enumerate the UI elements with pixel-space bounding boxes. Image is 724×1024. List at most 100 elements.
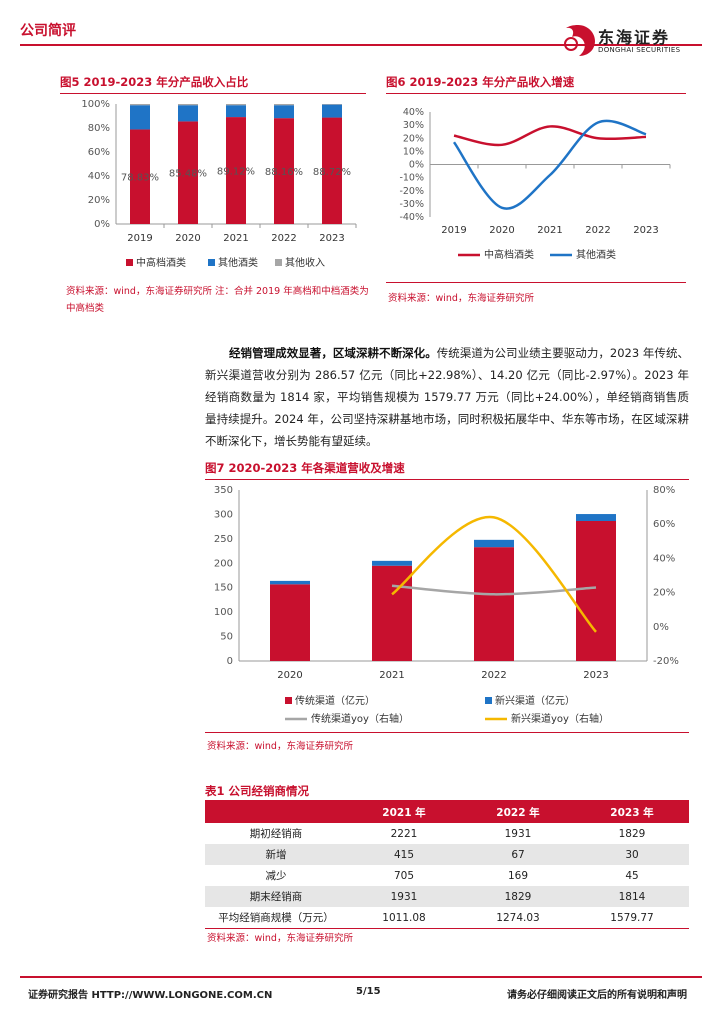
legend-label: 中高档酒类 <box>136 256 186 269</box>
table-cell: 1829 <box>618 827 646 840</box>
y-tick-label: 150 <box>214 583 233 594</box>
y-tick-label: 200 <box>214 558 233 569</box>
y-tick-label: 40% <box>88 171 110 182</box>
body-paragraph: 经销管理成效显著，区域深耕不断深化。传统渠道为公司业绩主要驱动力，2023 年传… <box>205 342 689 452</box>
bar-segment <box>322 104 342 105</box>
bar-segment <box>322 104 342 118</box>
x-tick-label: 2021 <box>223 233 248 244</box>
y-tick-label: 250 <box>214 534 233 545</box>
y-tick-label: -40% <box>399 212 424 223</box>
table1-bottom-rule <box>205 928 689 929</box>
y-tick-label: 40% <box>403 107 424 118</box>
x-tick-label: 2022 <box>585 225 610 236</box>
y-tick-label: 80% <box>88 123 110 134</box>
table-row: 期初经销商 2221 1931 1829 <box>205 823 689 844</box>
fig6-chart: -40% -30% -20% -10% 0% 10% 20% 30% 40% 2019 2020 20… <box>399 107 671 261</box>
fig5-chart: 0% 20% 40% 60% 80% 100% 78.83% 2019 85.48% 2020 89… <box>81 99 357 269</box>
legend-swatch <box>126 259 133 266</box>
table-header-cell: 2021 年 <box>347 801 461 823</box>
y-tick-label: -20% <box>399 186 424 197</box>
y-tick-label: 60% <box>88 147 110 158</box>
legend-label: 新兴渠道yoy（右轴） <box>511 712 609 725</box>
y-tick-label: 50 <box>220 632 233 643</box>
legend-label: 其他酒类 <box>218 256 258 269</box>
table-cell: 期末经销商 <box>205 886 347 907</box>
x-tick-label: 2019 <box>127 233 152 244</box>
y-tick-label: 0% <box>94 219 110 230</box>
table-cell: 平均经销商规模（万元） <box>218 912 334 924</box>
y-tick-label: 10% <box>403 146 424 157</box>
logo-text-en: DONGHAI SECURITIES <box>598 46 681 54</box>
y-tick-label: -10% <box>399 173 424 184</box>
bar-segment <box>274 105 294 119</box>
legend-label: 中高档酒类 <box>484 248 534 261</box>
table-cell: 169 <box>507 869 529 882</box>
table-row: 平均经销商规模（万元） 1011.08 1274.03 1579.77 <box>205 907 689 928</box>
bar-segment <box>130 129 150 224</box>
table-cell: 30 <box>575 844 689 865</box>
y-tick-label: 350 <box>214 485 233 496</box>
x-tick-label: 2022 <box>481 670 506 681</box>
table-cell: 1931 <box>347 886 461 907</box>
table-cell: 415 <box>347 844 461 865</box>
y2-tick-label: 80% <box>653 485 675 496</box>
series-line <box>391 516 597 633</box>
fig5-rule <box>60 93 366 94</box>
fig7-title: 图7 2020-2023 年各渠道营收及增速 <box>205 461 405 475</box>
bar-segment <box>226 105 246 118</box>
bar-segment <box>474 539 514 548</box>
table-header-row: 2021 年 2022 年 2023 年 <box>205 801 689 823</box>
bar-segment <box>178 105 198 122</box>
y-tick-label: -30% <box>399 199 424 210</box>
fig5-source: 资料来源：wind，东海证券研究所 注：合并 2019 年高档和中档酒类为中高档… <box>66 286 369 314</box>
y-tick-label: 0% <box>409 160 424 171</box>
fig7-chart: 0 50 100 150 200 250 300 350 -20% 0% 20% 40% 60% 80% 2… <box>214 485 679 725</box>
legend-label: 传统渠道（亿元） <box>295 694 375 707</box>
table-cell: 减少 <box>265 870 287 882</box>
table-cell: 1579.77 <box>610 911 654 924</box>
x-tick-label: 2023 <box>633 225 658 236</box>
legend-swatch <box>285 697 292 704</box>
series-line <box>452 119 647 210</box>
section-title: 公司简评 <box>20 23 76 39</box>
bar-segment <box>372 560 412 566</box>
table-header-cell: 2023 年 <box>575 801 689 823</box>
series-line <box>453 125 647 147</box>
fig6-rule <box>386 93 686 94</box>
x-tick-label: 2021 <box>379 670 404 681</box>
y-tick-label: 100 <box>214 607 233 618</box>
legend-label: 其他酒类 <box>576 248 616 261</box>
table1-rule <box>205 800 689 801</box>
fig6-source: 资料来源：wind，东海证券研究所 <box>388 293 534 304</box>
bar-segment <box>226 117 246 224</box>
table-cell: 新增 <box>205 844 347 865</box>
x-tick-label: 2019 <box>441 225 466 236</box>
y2-tick-label: 20% <box>653 588 675 599</box>
series-line <box>391 584 597 596</box>
x-tick-label: 2022 <box>271 233 296 244</box>
y-tick-label: 100% <box>81 99 110 110</box>
table-cell: 705 <box>393 869 415 882</box>
fig6-bottom-rule <box>386 282 686 283</box>
table-row: 减少 705 169 45 <box>205 865 689 886</box>
y2-tick-label: 40% <box>653 553 675 564</box>
table-header-cell: 2022 年 <box>461 801 575 823</box>
dealer-table: 2021 年 2022 年 2023 年 期初经销商 2221 1931 182… <box>205 801 689 928</box>
data-label: 88.72% <box>313 167 351 178</box>
page-number: 5/15 <box>356 986 381 997</box>
table-cell: 1931 <box>504 827 532 840</box>
bar-segment <box>576 520 616 661</box>
header-rule <box>20 44 702 46</box>
fig7-rule <box>205 479 689 480</box>
data-label: 88.16% <box>265 167 303 178</box>
fig7-source: 资料来源：wind，东海证券研究所 <box>207 741 353 752</box>
table-cell: 67 <box>461 844 575 865</box>
y-tick-label: 0 <box>227 656 233 667</box>
bar-segment <box>178 121 198 224</box>
y2-tick-label: 0% <box>653 622 669 633</box>
table-cell: 1829 <box>461 886 575 907</box>
legend-label: 其他收入 <box>285 256 325 269</box>
table-cell: 1814 <box>575 886 689 907</box>
paragraph-body: 传统渠道为公司业绩主要驱动力，2023 年传统、新兴渠道营收分别为 286.57… <box>205 346 689 448</box>
bar-segment <box>274 118 294 224</box>
